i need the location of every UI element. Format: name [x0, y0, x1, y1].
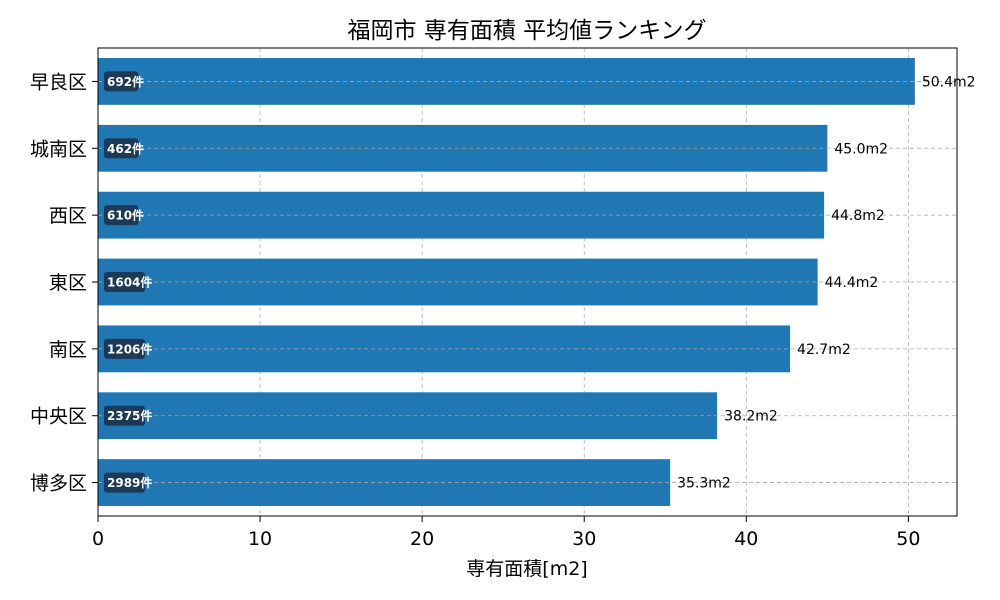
y-tick-label: 城南区: [30, 138, 87, 160]
x-tick-label: 40: [734, 528, 758, 550]
x-axis: 0 10 20 30 40 50: [92, 516, 920, 550]
y-tick-label: 東区: [49, 272, 87, 294]
y-tick-label: 博多区: [30, 473, 87, 495]
count-label: 2375件: [107, 408, 152, 423]
horizontal-grid: [98, 81, 957, 483]
x-tick-label: 20: [410, 528, 434, 550]
y-tick-label: 早良区: [30, 71, 87, 93]
count-badge: [104, 138, 139, 159]
value-label: 44.8m2: [831, 208, 885, 224]
y-tick-label: 中央区: [30, 406, 87, 428]
count-label: 1206件: [107, 341, 152, 356]
count-badges: 692件 462件 610件 1604件 1206件 2375件 2989件: [104, 71, 152, 493]
count-label: 692件: [107, 74, 144, 89]
count-badge: [104, 338, 145, 359]
count-label: 2989件: [107, 475, 152, 490]
count-label: 1604件: [107, 275, 152, 290]
x-axis-label: 専有面積[m2]: [466, 558, 587, 580]
count-label: 462件: [107, 141, 144, 156]
value-labels: 50.4m2 45.0m2 44.8m2 44.4m2 42.7m2 38.2m2 35.3…: [677, 74, 975, 491]
count-label: 610件: [107, 208, 144, 223]
count-badge: [104, 71, 139, 92]
count-badge: [104, 272, 145, 292]
value-label: 42.7m2: [797, 342, 851, 358]
value-label: 45.0m2: [834, 141, 888, 157]
count-badge: [104, 472, 145, 493]
chart-title: 福岡市 専有面積 平均値ランキング: [348, 18, 707, 44]
value-label: 38.2m2: [724, 409, 778, 425]
x-tick-label: 50: [896, 528, 920, 550]
count-badge: [104, 405, 145, 426]
y-tick-label: 南区: [49, 339, 87, 361]
value-label: 35.3m2: [677, 476, 731, 492]
x-tick-label: 30: [572, 528, 596, 550]
count-badge: [104, 205, 139, 226]
y-tick-label: 西区: [49, 205, 87, 227]
value-label: 50.4m2: [922, 74, 976, 90]
x-tick-label: 0: [92, 528, 104, 550]
value-label: 44.4m2: [825, 275, 879, 291]
x-tick-label: 10: [248, 528, 272, 550]
